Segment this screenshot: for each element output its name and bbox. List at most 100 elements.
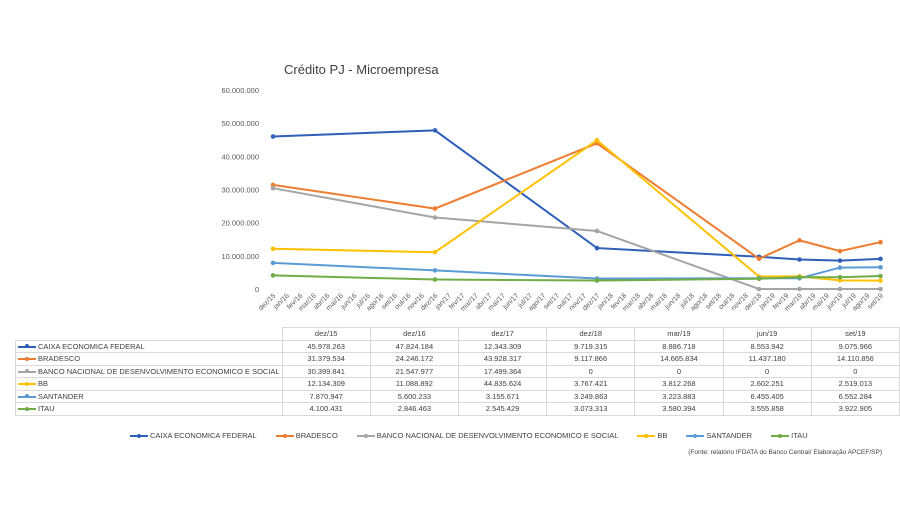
table-cell: 0 (722, 364, 812, 378)
table-cell: 24.246.172 (369, 352, 459, 366)
data-point (837, 258, 843, 263)
legend-item: BB (637, 431, 667, 440)
series-key-icon (275, 433, 294, 438)
table-cell: 3.767.421 (546, 377, 636, 391)
data-point (797, 238, 802, 243)
series-key-icon (18, 369, 36, 374)
legend-label: BB (657, 431, 668, 440)
table-cell: 3.249.863 (546, 389, 636, 403)
legend-label: ITAU (791, 431, 808, 440)
series-key-icon (686, 433, 705, 438)
series-key-icon (130, 433, 148, 438)
table-cell: 3.922.905 (810, 402, 900, 416)
table-cell: 3.073.313 (546, 402, 636, 416)
table-cell: 2.519.013 (810, 377, 900, 391)
column-header: dez/18 (546, 327, 636, 341)
series-line-2 (272, 187, 881, 290)
y-tick-label: 0 (255, 285, 259, 294)
series-key-icon (356, 433, 375, 438)
column-header: jun/19 (722, 327, 812, 341)
table-cell: 0 (546, 364, 636, 378)
series-key-icon (18, 356, 36, 361)
table-row: ITAU 4.100.431 2.846.463 2.545.429 3.073.313… (15, 402, 900, 416)
table-row: BANCO NACIONAL DE DESENVOLVIMENTO ECONOM… (15, 364, 900, 378)
table-cell: 9.719.315 (546, 339, 636, 353)
legend-label: BRADESCO (295, 431, 338, 440)
legend-item: BRADESCO (275, 431, 338, 440)
data-point (837, 274, 843, 280)
table-cell: 3.155.671 (457, 389, 548, 403)
data-table: dez/15 dez/16 dez/17 dez/18 mar/19 jun/19 set/… (15, 327, 900, 416)
table-cell: 11.088.892 (369, 377, 459, 391)
chart-legend: CAIXA ECONOMICA FEDERAL BRADESCO BANCO NAC… (130, 431, 808, 440)
data-point (270, 185, 276, 191)
table-cell: 3.555.858 (722, 402, 812, 416)
table-cell: 21.547.977 (369, 364, 459, 378)
data-point (432, 206, 438, 211)
series-name: SANTANDER (38, 391, 84, 401)
series-key-icon (18, 344, 36, 349)
table-cell: 17.499.364 (457, 364, 548, 378)
chart-title: Crédito PJ - Microempresa (284, 62, 439, 77)
series-line-0 (272, 129, 881, 262)
table-cell: 8.553.942 (722, 339, 812, 353)
y-tick-label: 50.000.000 (221, 119, 259, 128)
legend-item: SANTANDER (686, 431, 752, 440)
data-point (797, 286, 802, 292)
source-note: (Fonte: relatório IFDATA do Banco Centra… (688, 449, 882, 456)
series-line-1 (272, 142, 881, 260)
data-point (878, 256, 883, 262)
data-point (756, 276, 762, 282)
table-cell: 6.552.284 (810, 389, 900, 403)
column-header: dez/16 (369, 327, 459, 341)
column-header: dez/17 (457, 327, 548, 341)
table-cell: 7.870.947 (281, 389, 371, 403)
table-cell: 3.812.268 (634, 377, 724, 391)
series-name: ITAU (38, 404, 55, 414)
table-cell: 47.824.184 (369, 339, 459, 353)
table-row: BRADESCO 31.379.534 24.246.172 43.928.317 9.… (15, 352, 900, 366)
data-point (837, 248, 843, 254)
table-cell: 11.437.180 (722, 352, 812, 366)
y-tick-label: 60.000.000 (221, 86, 259, 95)
table-row: BB 12.134.309 11.088.892 44.835.624 3.767.42… (15, 377, 900, 391)
table-cell: 45.978.263 (281, 339, 371, 353)
table-cell: 0 (634, 364, 724, 378)
data-point (878, 286, 883, 292)
series-name: BANCO NACIONAL DE DESENVOLVIMENTO ECONOM… (38, 366, 280, 376)
data-point (878, 264, 883, 270)
table-cell: 2.846.463 (369, 402, 459, 416)
data-point (797, 274, 802, 280)
table-cell: 8.886.718 (634, 339, 724, 353)
table-row: SANTANDER 7.870.947 5.600.233 3.155.671 3.24… (15, 389, 900, 403)
legend-item: BANCO NACIONAL DE DESENVOLVIMENTO ECONOM… (356, 431, 619, 440)
table-cell: 43.928.317 (457, 352, 548, 366)
series-key-icon (771, 433, 790, 438)
table-row: CAIXA ECONOMICA FEDERAL 45.978.263 47.824.… (15, 339, 900, 353)
data-point (270, 260, 276, 266)
table-cell: 9.075.966 (810, 339, 900, 353)
data-point (594, 245, 600, 251)
y-tick-label: 20.000.000 (221, 219, 259, 228)
data-point (270, 134, 276, 139)
series-key-icon (18, 406, 36, 411)
series-name: CAIXA ECONOMICA FEDERAL (38, 341, 145, 351)
table-cell: 9.117.866 (546, 352, 636, 366)
data-point (878, 239, 883, 245)
data-point (756, 286, 762, 292)
data-point (878, 273, 883, 279)
table-header-row: dez/15 dez/16 dez/17 dez/18 mar/19 jun/19 set/… (15, 327, 900, 341)
data-point (594, 278, 600, 283)
table-cell: 6.455.405 (722, 389, 812, 403)
data-point (270, 246, 276, 252)
table-cell: 5.600.233 (369, 389, 459, 403)
table-cell: 3.580.394 (634, 402, 724, 416)
table-cell: 0 (810, 364, 900, 378)
table-cell: 12.343.309 (457, 339, 548, 353)
y-tick-label: 40.000.000 (221, 152, 259, 161)
y-axis-ticks: 0 10.000.000 20.000.000 30.000.000 40.000.00… (221, 86, 259, 294)
table-cell: 44.835.624 (457, 377, 548, 391)
legend-label: BANCO NACIONAL DE DESENVOLVIMENTO ECONOM… (376, 431, 619, 440)
table-cell: 14.665.834 (634, 352, 724, 366)
data-point (878, 278, 883, 283)
